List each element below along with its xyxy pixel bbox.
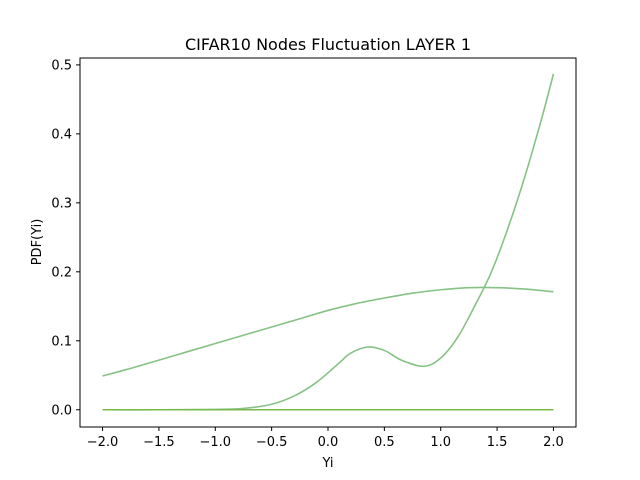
y-tick-label: 0.3 — [51, 196, 72, 211]
y-tick-label: 0.5 — [51, 58, 72, 73]
chart-title: CIFAR10 Nodes Fluctuation LAYER 1 — [185, 35, 471, 54]
y-axis-label: PDF(Yi) — [30, 219, 45, 266]
plot-frame — [79, 57, 577, 428]
y-tick-label: 0.2 — [51, 265, 72, 280]
plot-area — [79, 57, 577, 428]
x-tick-label: −1.5 — [143, 435, 175, 450]
series-group — [102, 73, 555, 411]
x-tick-label: 2.0 — [543, 435, 564, 450]
x-axis: −2.0 −1.5 −1.0 −0.5 0.0 0.5 1.0 1.5 2.0 — [87, 427, 564, 450]
x-axis-label: Yi — [321, 456, 333, 471]
series-line-1 — [102, 286, 554, 377]
y-axis: 0.0 0.1 0.2 0.3 0.4 0.5 — [51, 58, 80, 418]
x-tick-label: 0.5 — [374, 435, 395, 450]
x-tick-label: 0.0 — [318, 435, 339, 450]
x-tick-label: 1.0 — [430, 435, 451, 450]
series-line-2 — [102, 73, 555, 411]
x-tick-label: −0.5 — [256, 435, 288, 450]
x-tick-label: −2.0 — [87, 435, 119, 450]
x-tick-label: 1.5 — [487, 435, 508, 450]
y-tick-label: 0.1 — [51, 334, 72, 349]
y-tick-label: 0.4 — [51, 127, 72, 142]
x-tick-label: −1.0 — [199, 435, 231, 450]
y-tick-label: 0.0 — [51, 403, 72, 418]
